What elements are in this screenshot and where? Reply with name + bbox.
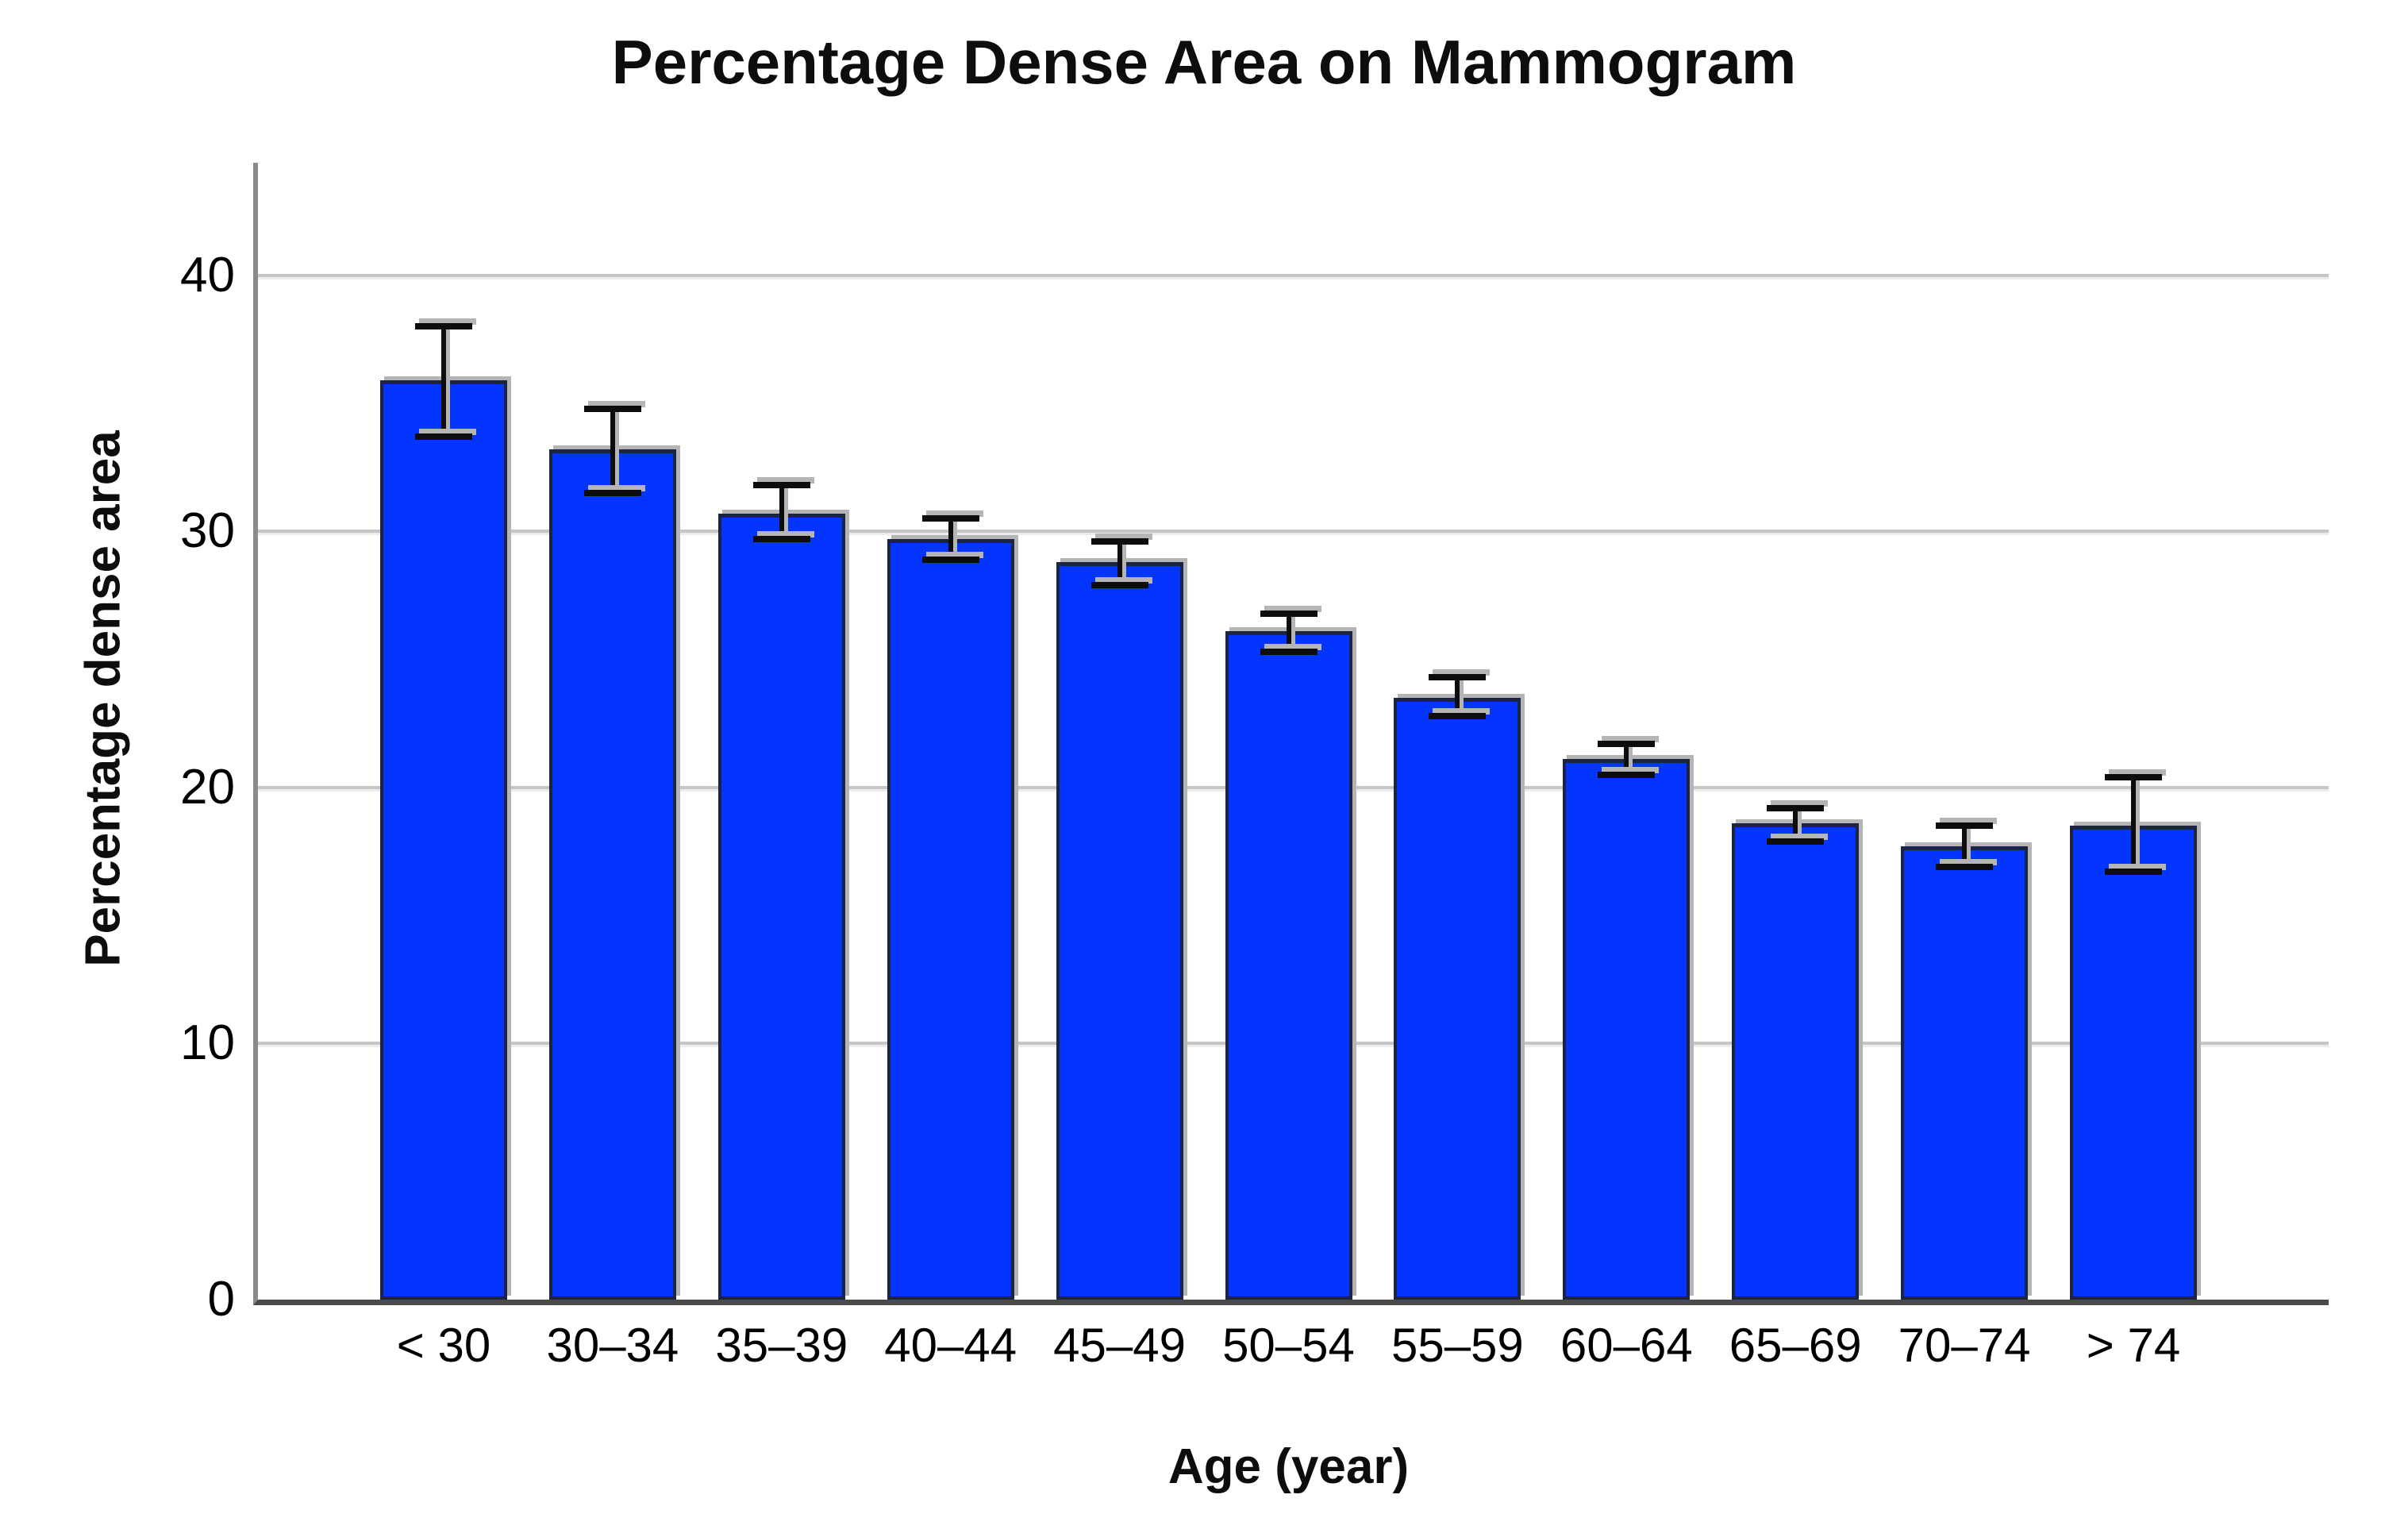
- x-tick-label: 35–39: [715, 1319, 848, 1372]
- bar: [887, 539, 1014, 1300]
- error-bar-cap-bottom: [1767, 838, 1825, 845]
- error-bar-line: [1624, 744, 1629, 775]
- error-bar-line: [1962, 826, 1968, 867]
- chart-title: Percentage Dense Area on Mammogram: [611, 27, 1797, 97]
- gridline-40: [258, 273, 2329, 277]
- error-bar-cap-bottom: [1936, 863, 1994, 870]
- error-bar-cap-top: [1091, 538, 1148, 545]
- error-bar-cap-top: [921, 515, 979, 522]
- y-tick-label: 0: [207, 1272, 235, 1327]
- error-bar-cap-top: [1767, 804, 1825, 811]
- error-bar-cap-top: [1429, 674, 1487, 681]
- error-bar-cap-bottom: [1091, 582, 1148, 589]
- error-bar-line: [1117, 541, 1122, 586]
- bar: [1225, 631, 1352, 1300]
- bar: [380, 380, 507, 1300]
- error-bar-cap-bottom: [2105, 869, 2162, 876]
- error-bar-cap-top: [583, 405, 641, 412]
- x-tick-label: 55–59: [1391, 1319, 1524, 1372]
- error-bar-cap-top: [1598, 741, 1656, 748]
- bar: [2070, 826, 2197, 1300]
- bar: [1056, 562, 1183, 1300]
- y-tick-label: 10: [180, 1015, 235, 1071]
- error-bar-cap-top: [1260, 610, 1317, 617]
- error-bar-line: [610, 408, 615, 494]
- x-tick-label: 30–34: [546, 1319, 679, 1372]
- error-bar-cap-top: [2105, 774, 2162, 781]
- bar: [1901, 846, 2029, 1300]
- y-tick-label: 20: [180, 759, 235, 815]
- error-bar-cap-bottom: [921, 556, 979, 563]
- error-bar-line: [1455, 677, 1460, 716]
- error-bar-line: [779, 485, 784, 540]
- error-bar-cap-top: [1936, 822, 1994, 830]
- x-tick-label: 70–74: [1898, 1319, 2031, 1372]
- bar: [1563, 759, 1691, 1300]
- gridline-30: [258, 530, 2329, 534]
- x-tick-label: 45–49: [1053, 1319, 1187, 1372]
- plot-area: 0 10 20 30 40 < 30 30–34 35–39 40–44 45–49 50–54 55…: [180, 163, 2329, 1371]
- error-bar-line: [1286, 613, 1291, 652]
- x-tick-label: 65–69: [1729, 1319, 1862, 1372]
- error-bar-line: [948, 518, 953, 560]
- error-bar-cap-top: [752, 482, 810, 489]
- y-tick-label: 30: [180, 503, 235, 559]
- error-bar-cap-bottom: [583, 490, 641, 497]
- error-bar-cap-top: [415, 323, 472, 330]
- error-bar-cap-bottom: [752, 536, 810, 543]
- error-bar-cap-bottom: [415, 433, 472, 441]
- x-tick-label: 60–64: [1560, 1319, 1693, 1372]
- error-bar-line: [1793, 807, 1798, 842]
- bar: [548, 449, 676, 1300]
- y-tick-label: 40: [180, 247, 235, 302]
- error-bar-line: [441, 326, 446, 437]
- error-bar-cap-bottom: [1260, 649, 1317, 656]
- bar: [1732, 823, 1860, 1300]
- x-tick-label: < 30: [396, 1319, 491, 1372]
- x-axis-title: Age (year): [1167, 1439, 1410, 1494]
- bar: [1394, 698, 1521, 1300]
- x-tick-label: 50–54: [1222, 1319, 1355, 1372]
- x-tick-label: 40–44: [884, 1319, 1017, 1372]
- bar: [717, 513, 845, 1300]
- x-tick-label: > 74: [2086, 1319, 2181, 1372]
- error-bar-cap-bottom: [1598, 771, 1656, 778]
- error-bar-cap-bottom: [1429, 712, 1487, 719]
- error-bar-line: [2131, 777, 2136, 873]
